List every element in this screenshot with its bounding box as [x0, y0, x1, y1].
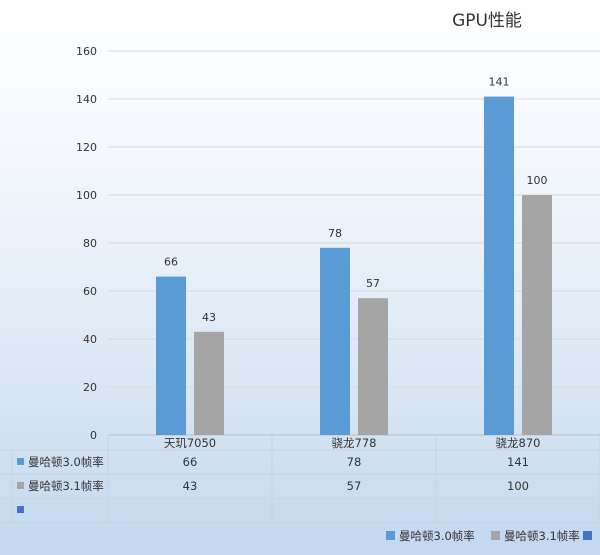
table-cell: 57: [347, 479, 362, 493]
bar-2-2: [358, 298, 388, 435]
data-labels: 66 43 78 57 141 100: [164, 76, 548, 324]
bar-1-2: [320, 247, 350, 435]
table-cell: 43: [183, 479, 198, 493]
category-label: 天玑7050: [164, 436, 216, 450]
table-row-label: 曼哈顿3.0帧率: [28, 455, 104, 469]
y-tick-label: 0: [90, 429, 97, 442]
data-label: 78: [328, 227, 342, 240]
table-cell: 141: [507, 455, 529, 469]
y-tick-label: 80: [83, 237, 97, 250]
legend-label: 曼哈顿3.0帧率: [399, 529, 475, 543]
bars: [156, 96, 552, 435]
gridlines: [108, 50, 600, 436]
bar-1-1: [156, 276, 186, 435]
y-tick-label: 20: [83, 381, 97, 394]
bar-2-1: [194, 331, 224, 435]
y-axis-ticks: 0 20 40 60 80 100 120 140 160: [76, 45, 97, 442]
bar-2-3: [522, 195, 552, 435]
y-tick-label: 60: [83, 285, 97, 298]
data-label: 66: [164, 256, 178, 269]
table-legend-key: [17, 482, 24, 489]
table-cell: 66: [183, 455, 198, 469]
data-table: 天玑7050 骁龙778 骁龙870 曼哈顿3.0帧率 66 78 141 曼哈顿3.1帧率 4…: [0, 435, 600, 523]
legend: 曼哈顿3.0帧率 曼哈顿3.1帧率: [386, 529, 592, 543]
table-row-label: 曼哈顿3.1帧率: [28, 479, 104, 493]
data-label: 43: [202, 311, 216, 324]
table-cell: 78: [347, 455, 362, 469]
y-tick-label: 40: [83, 333, 97, 346]
data-label: 100: [527, 174, 548, 187]
y-tick-label: 140: [76, 93, 97, 106]
legend-key: [386, 531, 395, 540]
legend-key: [491, 531, 500, 540]
bar-1-3: [484, 96, 514, 435]
table-legend-key: [17, 506, 24, 513]
chart-title: GPU性能: [452, 11, 522, 31]
data-label: 57: [366, 277, 380, 290]
legend-key: [583, 531, 592, 540]
y-tick-label: 100: [76, 189, 97, 202]
legend-label: 曼哈顿3.1帧率: [504, 529, 580, 543]
table-legend-key: [17, 458, 24, 465]
data-label: 141: [489, 76, 510, 89]
y-tick-label: 120: [76, 141, 97, 154]
y-tick-label: 160: [76, 45, 97, 58]
category-label: 骁龙870: [496, 436, 541, 450]
table-cell: 100: [507, 479, 529, 493]
category-label: 骁龙778: [332, 436, 377, 450]
